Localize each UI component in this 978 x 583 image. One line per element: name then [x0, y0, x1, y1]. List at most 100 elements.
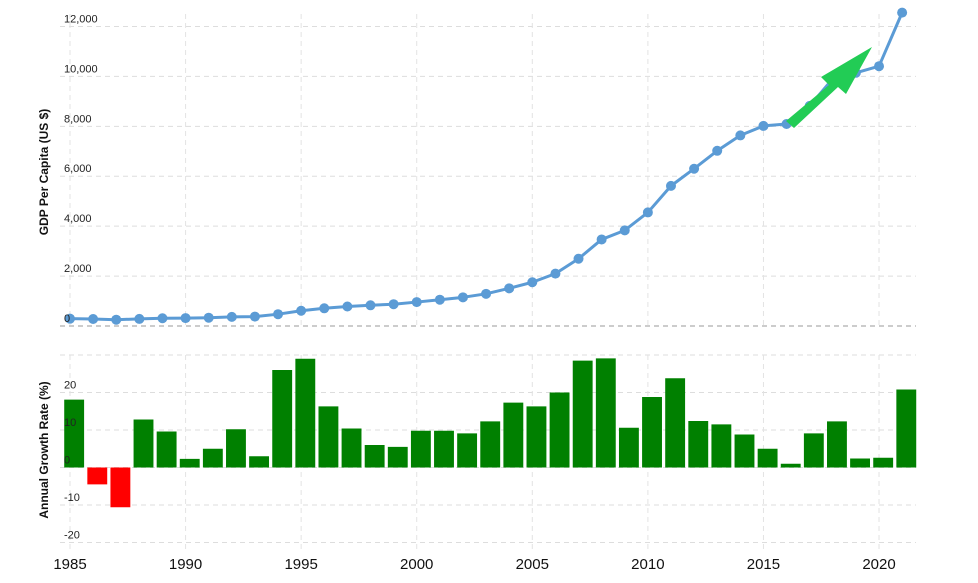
gdp-line	[69, 12, 904, 322]
growth-bar	[226, 429, 246, 468]
gdp-y-tick: 6,000	[64, 163, 92, 175]
growth-bar	[457, 433, 478, 468]
growth-bar	[734, 434, 755, 468]
growth-bar	[549, 392, 570, 468]
gdp-y-tick: 2,000	[64, 263, 92, 275]
gdp-point	[203, 312, 214, 323]
gdp-point	[88, 313, 99, 324]
gdp-point	[712, 145, 723, 156]
gdp-point	[897, 7, 908, 18]
year-tick: 2000	[400, 556, 433, 573]
gdp-y-tick-labels: 0 2,000 4,000 6,000 8,000 10,000 12,000	[64, 13, 98, 325]
year-tick: 1985	[53, 556, 86, 573]
gdp-y-tick: 4,000	[64, 213, 92, 225]
growth-y-tick: 20	[64, 380, 76, 392]
growth-bar	[780, 463, 801, 468]
gdp-point	[296, 305, 307, 316]
growth-y-tick: -10	[64, 492, 80, 504]
gdp-series	[65, 7, 908, 325]
growth-bar	[387, 446, 408, 468]
gdp-point	[411, 297, 422, 308]
growth-bar	[434, 430, 454, 468]
growth-bar	[688, 421, 709, 468]
growth-bar	[803, 433, 824, 468]
year-tick: 2015	[747, 556, 780, 573]
growth-bar	[480, 421, 501, 468]
gdp-point	[735, 130, 746, 141]
growth-y-tick-labels: -20 -10 0 10 20	[64, 380, 80, 542]
gdp-axis-title: GDP Per Capita (US $)	[37, 109, 51, 235]
gdp-point	[550, 268, 561, 279]
growth-bars	[64, 358, 917, 508]
growth-bar	[133, 419, 154, 468]
year-tick: 2020	[862, 556, 895, 573]
growth-bar	[618, 427, 639, 468]
growth-bar	[364, 445, 385, 468]
gdp-point	[273, 309, 284, 320]
growth-bar	[757, 448, 778, 468]
growth-bar	[896, 389, 917, 468]
year-tick: 1995	[284, 556, 317, 573]
growth-bar	[665, 378, 686, 468]
gdp-point	[642, 207, 653, 218]
year-tick: 1990	[169, 556, 202, 573]
growth-bar	[873, 457, 894, 468]
gdp-point	[319, 303, 330, 314]
trend-arrow-shape	[786, 47, 872, 128]
growth-bar	[179, 458, 200, 468]
gdp-point	[874, 61, 885, 72]
trend-arrow-icon	[786, 47, 872, 128]
gdp-point	[457, 292, 468, 303]
gdp-y-tick: 0	[64, 313, 70, 325]
growth-bar	[850, 458, 871, 468]
gdp-point	[573, 253, 584, 264]
gdp-gridlines	[60, 25, 916, 327]
gdp-point	[342, 301, 353, 312]
growth-bar	[410, 430, 431, 468]
growth-bar	[572, 360, 593, 468]
growth-bar	[202, 448, 223, 468]
gdp-point	[249, 311, 260, 322]
gdp-point	[365, 300, 376, 311]
growth-bar	[156, 431, 177, 468]
gdp-point	[65, 313, 75, 324]
year-tick: 2010	[631, 556, 664, 573]
growth-bar	[318, 406, 339, 468]
growth-bar	[341, 428, 362, 468]
growth-bar	[110, 467, 131, 508]
gdp-point	[434, 294, 445, 305]
growth-bar	[595, 358, 616, 468]
year-tick-labels: 1985 1990 1995 2000 2005 2010 2015 2020	[53, 556, 895, 573]
growth-bar	[711, 424, 732, 468]
gdp-y-tick: 8,000	[64, 113, 92, 125]
gdp-point	[758, 120, 769, 131]
gdp-point	[689, 163, 700, 174]
year-tick: 2005	[516, 556, 549, 573]
growth-y-tick: 0	[64, 455, 70, 467]
growth-bar	[87, 467, 108, 485]
growth-y-tick: 10	[64, 417, 76, 429]
growth-y-tick: -20	[64, 530, 80, 542]
gdp-point	[226, 311, 237, 322]
growth-bar	[503, 402, 524, 468]
gdp-point	[504, 283, 515, 294]
gdp-point	[481, 288, 492, 299]
growth-bar	[827, 421, 847, 468]
gdp-point	[527, 277, 538, 288]
gdp-point	[596, 234, 607, 245]
growth-bar	[295, 358, 316, 468]
year-gridlines	[69, 14, 880, 550]
growth-axis-title: Annual Growth Rate (%)	[37, 381, 51, 518]
growth-bar	[526, 406, 547, 468]
growth-bar	[249, 456, 270, 468]
gdp-point	[134, 313, 145, 324]
gdp-point	[157, 313, 168, 324]
growth-bar	[642, 397, 662, 468]
gdp-point	[665, 180, 676, 191]
gdp-y-tick: 12,000	[64, 13, 98, 25]
growth-bar	[272, 370, 293, 468]
gdp-point	[111, 314, 122, 325]
gdp-point	[388, 299, 399, 310]
